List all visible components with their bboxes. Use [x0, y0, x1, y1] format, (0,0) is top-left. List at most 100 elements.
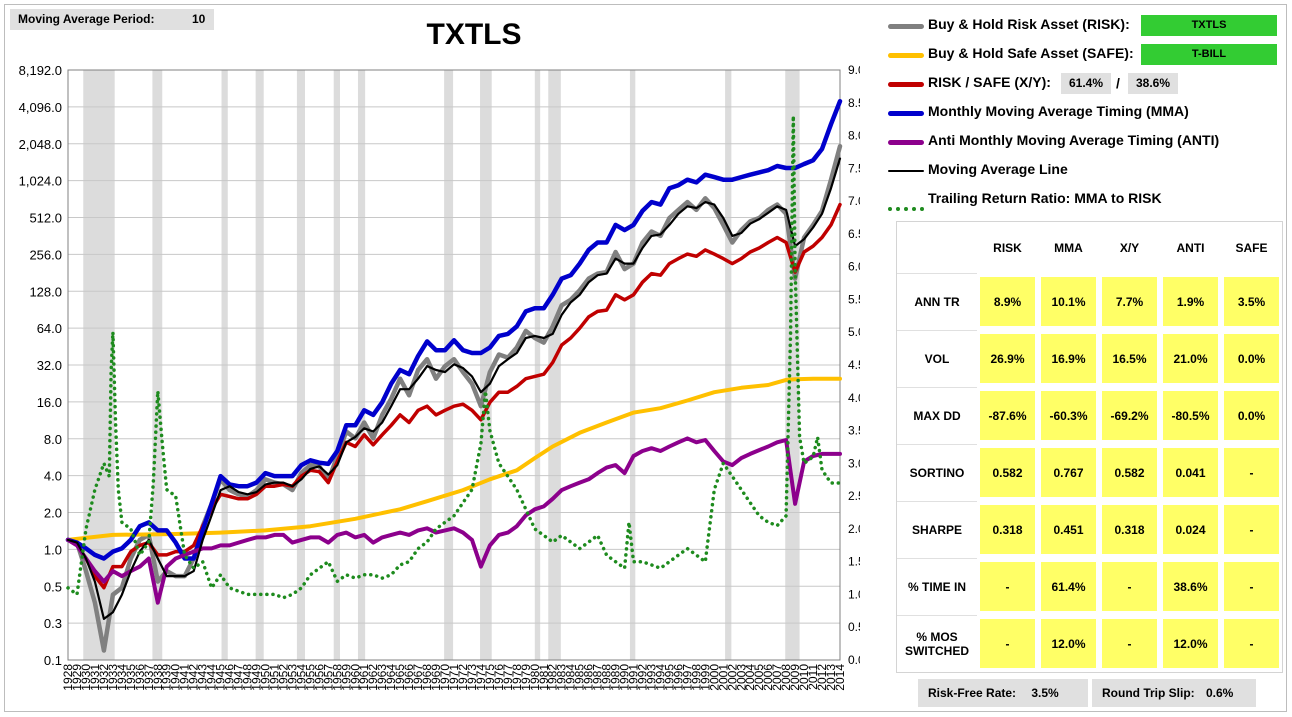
slip-value: 0.6% [1206, 686, 1234, 700]
stats-row-label: SORTINO [897, 444, 977, 501]
stats-cell: - [1224, 619, 1279, 668]
dashboard-frame [4, 4, 1287, 712]
x-tick-label: 2005 [752, 664, 766, 691]
x-tick-label: 2006 [761, 664, 775, 691]
x-tick-label: 1999 [698, 664, 712, 691]
x-tick-label: 1990 [618, 664, 632, 691]
y2-tick-label: 1.5 [848, 555, 860, 569]
x-tick-label: 1994 [653, 664, 667, 691]
stats-col-anti: ANTI [1176, 240, 1205, 255]
y2-tick-label: 2.0 [848, 522, 860, 536]
stats-cell: - [980, 562, 1035, 611]
x-tick-label: 1928 [61, 664, 75, 691]
y2-tick-label: 0.5 [848, 620, 860, 634]
y-tick-label: 64.0 [37, 321, 62, 336]
x-tick-label: 1971 [447, 664, 461, 691]
legend-mma-label: Monthly Moving Average Timing (MMA) [928, 103, 1189, 119]
x-tick-label: 1951 [267, 664, 281, 691]
x-tick-label: 1937 [142, 664, 156, 691]
x-tick-label: 1932 [97, 664, 111, 691]
y2-tick-label: 8.0 [848, 129, 860, 143]
x-tick-label: 2007 [770, 664, 784, 691]
x-axis: 1928192919301931193219331934193519361937… [61, 664, 847, 691]
stats-row-label: % MOS SWITCHED [897, 615, 977, 672]
x-tick-label: 2012 [815, 664, 829, 691]
y-tick-label: 1,024.0 [19, 174, 62, 189]
x-tick-label: 1940 [169, 664, 183, 691]
plot-area [67, 69, 841, 661]
stats-header-row: RISK MMA X/Y ANTI SAFE [897, 222, 1282, 273]
x-tick-label: 1995 [662, 664, 676, 691]
risk-asset-value: TXTLS [1141, 15, 1277, 36]
y-tick-label: 128.0 [29, 284, 62, 299]
x-tick-label: 1955 [303, 664, 317, 691]
stats-cell: 21.0% [1163, 334, 1218, 383]
y-tick-label: 8.0 [44, 432, 62, 447]
y2-tick-label: 5.0 [848, 325, 860, 339]
x-tick-label: 1965 [393, 664, 407, 691]
stats-row-vol: VOL 26.9% 16.9% 16.5% 21.0% 0.0% [897, 330, 1282, 387]
series-maline-line [66, 157, 842, 620]
x-tick-label: 1930 [79, 664, 93, 691]
x-tick-label: 1993 [644, 664, 658, 691]
x-tick-label: 1984 [564, 664, 578, 691]
stats-cell: - [1224, 448, 1279, 497]
stats-cell: - [1224, 505, 1279, 554]
legend-risk-swatch [888, 24, 924, 29]
x-tick-label: 1960 [348, 664, 362, 691]
legend-xy-label: RISK / SAFE (X/Y): [928, 74, 1051, 90]
stats-cell: 3.5% [1224, 277, 1279, 326]
stats-panel: RISK MMA X/Y ANTI SAFE ANN TR 8.9% 10.1%… [896, 221, 1283, 673]
legend-safe-label: Buy & Hold Safe Asset (SAFE): [928, 45, 1134, 61]
x-tick-label: 1982 [546, 664, 560, 691]
stats-cell: 0.582 [980, 448, 1035, 497]
x-tick-label: 1987 [591, 664, 605, 691]
x-tick-label: 1986 [582, 664, 596, 691]
stats-col-risk: RISK [993, 240, 1022, 255]
x-tick-label: 1958 [330, 664, 344, 691]
x-tick-label: 1929 [70, 664, 84, 691]
x-tick-label: 1977 [501, 664, 515, 691]
stats-cell: -60.3% [1041, 391, 1096, 440]
stats-row-max-dd: MAX DD -87.6% -60.3% -69.2% -80.5% 0.0% [897, 387, 1282, 444]
series-trr-line [66, 114, 842, 600]
x-tick-label: 1983 [555, 664, 569, 691]
x-tick-label: 2009 [788, 664, 802, 691]
stats-cell: 8.9% [980, 277, 1035, 326]
safe-asset-value: T-BILL [1141, 44, 1277, 65]
y-tick-label: 256.0 [29, 247, 62, 262]
stats-row-mos-switched: % MOS SWITCHED - 12.0% - 12.0% - [897, 615, 1282, 672]
stats-cell: 0.041 [1163, 448, 1218, 497]
x-tick-label: 1966 [402, 664, 416, 691]
stats-row-sortino: SORTINO 0.582 0.767 0.582 0.041 - [897, 444, 1282, 501]
y2-tick-label: 0.0 [848, 653, 860, 667]
x-tick-label: 2013 [824, 664, 838, 691]
x-tick-label: 1933 [106, 664, 120, 691]
risk-free-rate-box: Risk-Free Rate: 3.5% [918, 679, 1088, 707]
stats-row-label: ANN TR [897, 273, 977, 330]
stats-cell: 7.7% [1102, 277, 1157, 326]
x-tick-label: 1945 [214, 664, 228, 691]
x-tick-label: 1952 [276, 664, 290, 691]
stats-cell: 61.4% [1041, 562, 1096, 611]
x-tick-label: 1934 [115, 664, 129, 691]
x-tick-label: 1946 [223, 664, 237, 691]
y2-tick-label: 3.0 [848, 456, 860, 470]
ma-period-box: Moving Average Period: 10 [10, 9, 214, 30]
x-tick-label: 1931 [88, 664, 102, 691]
round-trip-slip-box: Round Trip Slip: 0.6% [1092, 679, 1256, 707]
rf-value: 3.5% [1031, 686, 1059, 700]
legend-mma-swatch [888, 111, 924, 116]
x-tick-label: 1939 [160, 664, 174, 691]
stats-cell: - [1102, 562, 1157, 611]
stats-cell: 1.9% [1163, 277, 1218, 326]
stats-cell: - [1224, 562, 1279, 611]
ma-period-value: 10 [192, 12, 206, 26]
x-tick-label: 2004 [743, 664, 757, 691]
legend-maline-swatch [888, 170, 924, 172]
stats-cell: 38.6% [1163, 562, 1218, 611]
x-tick-label: 2010 [797, 664, 811, 691]
y2-tick-label: 2.5 [848, 489, 860, 503]
y2-tick-label: 4.0 [848, 391, 860, 405]
stats-cell: 16.9% [1041, 334, 1096, 383]
